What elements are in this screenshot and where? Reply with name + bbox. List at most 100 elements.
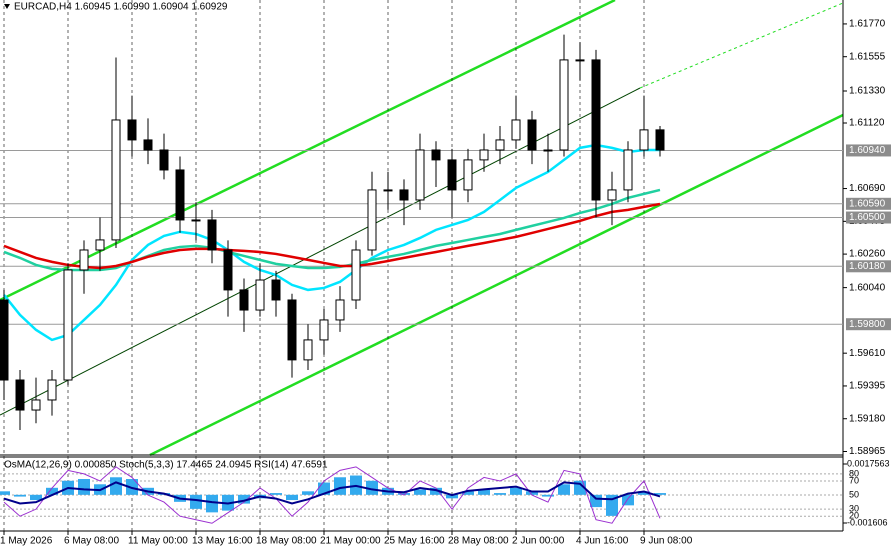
moving-average [3, 202, 661, 270]
level-label: 1.60180 [849, 261, 886, 272]
y-tick-label: 1.61120 [849, 118, 885, 129]
osma-bar [334, 477, 346, 495]
osma-bar [110, 477, 122, 495]
candle-body [47, 379, 57, 401]
indicator-title: OsMA(12,26,9) 0.000850 Stoch(5,3,3) 17.4… [4, 460, 328, 471]
osma-bar [270, 493, 282, 495]
y2-tick-label: 50 [849, 489, 859, 499]
osma-bar [398, 493, 410, 495]
candle-body [287, 299, 297, 361]
level-label: 1.60940 [849, 145, 886, 156]
candle-body [111, 119, 121, 241]
candle-body [415, 149, 425, 201]
candle-body [527, 119, 537, 151]
osma-bar [206, 494, 218, 513]
candle-body [495, 139, 505, 151]
candle-body [303, 339, 313, 361]
candle-body [431, 149, 441, 161]
osma-bar [654, 493, 666, 495]
osma-bar [590, 494, 602, 508]
level-label-box [846, 144, 891, 157]
x-tick-label: 28 May 08:00 [448, 536, 509, 547]
level-label: 1.60590 [849, 198, 886, 209]
osma-bar [478, 489, 490, 495]
x-tick-label: 1 May 2026 [0, 536, 53, 547]
y-tick-label: 1.61770 [849, 19, 886, 30]
candle-body [543, 149, 553, 152]
candle-body [559, 59, 569, 151]
candle-body [239, 289, 249, 311]
osma-bar [510, 487, 522, 495]
y-tick-label: 1.61555 [849, 51, 886, 62]
osma-bar [526, 491, 538, 495]
moving-average [3, 188, 661, 272]
level-label-box [846, 211, 891, 224]
osma-bar [446, 494, 458, 499]
osma-bar [238, 494, 250, 504]
candle-body [15, 379, 25, 411]
y2-tick-label: 80 [849, 468, 859, 478]
y2-tick-label: 20 [849, 511, 859, 521]
y-tick-label: 1.60690 [849, 183, 886, 194]
candle-body [463, 159, 473, 191]
candle-body [479, 149, 489, 161]
candle-body [31, 399, 41, 411]
y-tick-label: 0.0017563 [847, 458, 890, 468]
x-tick-label: 11 May 00:00 [128, 536, 188, 547]
candle-body [143, 139, 153, 151]
x-tick-label: 18 May 08:00 [256, 536, 317, 547]
osma-bar [462, 491, 474, 495]
level-label: 1.60500 [849, 212, 886, 223]
candle-body [207, 219, 217, 251]
menu-arrow[interactable] [4, 4, 10, 9]
osma-bar [414, 489, 426, 495]
candle-body [335, 299, 345, 321]
osma-bar [366, 480, 378, 495]
osma-bar [190, 494, 202, 509]
y2-tick-label: 30 [849, 504, 859, 514]
candle-body [575, 59, 585, 62]
y-tick-label: 1.60260 [849, 249, 886, 260]
oscillator-line [3, 466, 661, 524]
candle-body [223, 249, 233, 291]
x-tick-label: 25 May 16:00 [384, 536, 445, 547]
osma-bar [638, 491, 650, 495]
y-tick-label: 1.59180 [849, 413, 886, 424]
level-label: 1.59800 [849, 319, 886, 330]
candle-body [511, 119, 521, 141]
candle-body [255, 279, 265, 311]
osma-bar [46, 487, 58, 495]
candle-body [63, 269, 73, 381]
y2-tick-label: 70 [849, 475, 859, 485]
osma-bar [558, 484, 570, 495]
chart-title: EURCAD,H4 1.60945 1.60990 1.60904 1.6092… [14, 2, 228, 13]
candle-body [367, 189, 377, 251]
x-tick-label: 13 May 16:00 [192, 536, 253, 547]
candle-body [319, 319, 329, 341]
osma-bar [78, 479, 90, 495]
candle-body [351, 249, 361, 301]
candle-body [447, 159, 457, 191]
candle-body [655, 129, 665, 151]
candle-body [383, 189, 393, 192]
level-label-box [846, 260, 891, 273]
y-tick-label: 1.58965 [849, 446, 886, 457]
osma-bar [286, 494, 298, 501]
candle-body [623, 149, 633, 191]
y-tick-label: 1.59395 [849, 381, 886, 392]
x-tick-label: 9 Jun 08:00 [640, 536, 693, 547]
osma-bar [302, 491, 314, 495]
osma-bar [494, 493, 506, 495]
candle-body [79, 249, 89, 271]
channel-extension [639, 2, 844, 89]
candle-body [399, 189, 409, 201]
osma-bar [430, 487, 442, 495]
x-tick-label: 21 May 00:00 [320, 536, 381, 547]
x-tick-label: 2 Jun 00:00 [512, 536, 565, 547]
osma-bar [542, 494, 554, 497]
candle-body [591, 59, 601, 201]
x-tick-label: 4 Jun 16:00 [576, 536, 629, 547]
osma-bar [30, 494, 42, 501]
